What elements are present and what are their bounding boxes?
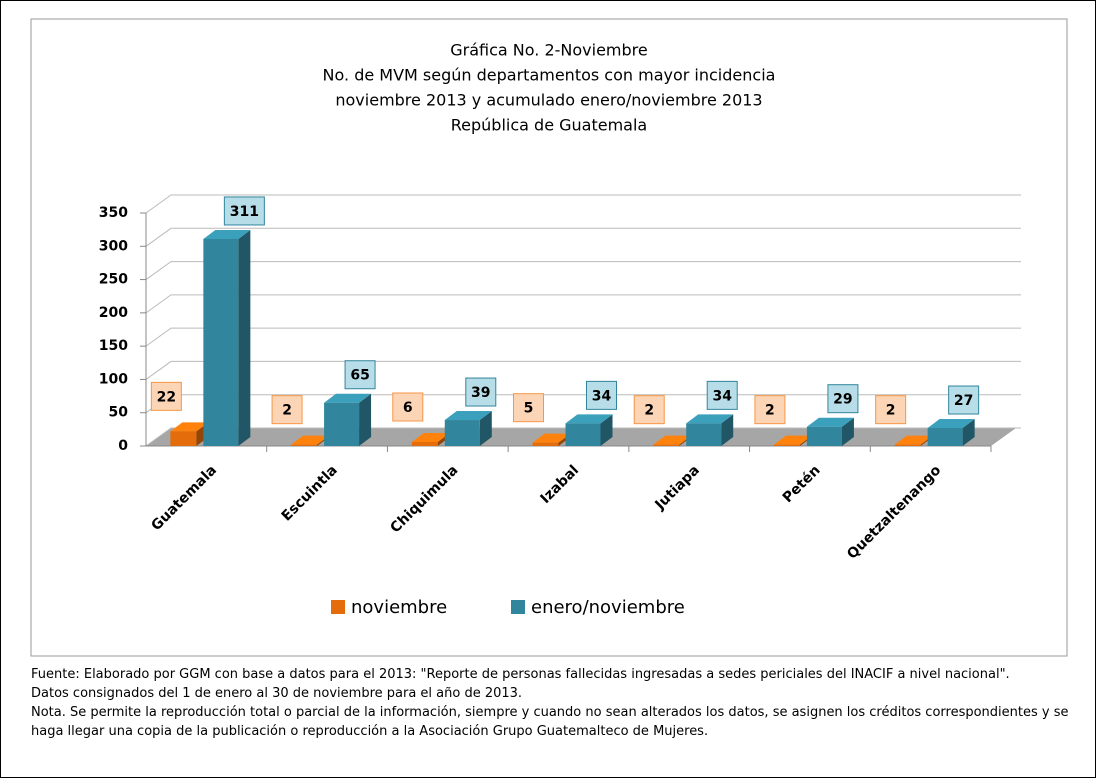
bar-side bbox=[962, 419, 975, 446]
y-tick-label: 100 bbox=[99, 371, 128, 387]
grid-line bbox=[145, 360, 1021, 380]
grid-line bbox=[145, 294, 1021, 314]
source-note: Fuente: Elaborado por GGM con base a dat… bbox=[31, 667, 1010, 682]
legend-swatch bbox=[511, 600, 525, 614]
data-label: 5 bbox=[524, 401, 534, 417]
chart-title: República de Guatemala bbox=[451, 116, 647, 135]
legend-label: noviembre bbox=[351, 597, 447, 618]
bar bbox=[532, 442, 559, 446]
bar bbox=[773, 444, 800, 446]
chart: Gráfica No. 2-Noviembre No. de MVM según … bbox=[30, 18, 1068, 657]
bar-top bbox=[653, 435, 692, 445]
date-note: Datos consignados del 1 de enero al 30 d… bbox=[31, 686, 523, 701]
data-label: 34 bbox=[712, 388, 732, 404]
data-label: 6 bbox=[403, 400, 413, 416]
bar bbox=[927, 428, 963, 446]
bar-top bbox=[927, 419, 975, 429]
data-label-box bbox=[754, 395, 786, 425]
bar bbox=[411, 442, 438, 446]
data-label: 22 bbox=[157, 389, 176, 405]
data-label: 2 bbox=[644, 403, 654, 419]
chart-title: noviembre 2013 y acumulado enero/noviemb… bbox=[335, 91, 762, 110]
y-tick-label: 150 bbox=[99, 338, 128, 354]
grid-line bbox=[145, 261, 1021, 280]
bar-top bbox=[532, 433, 571, 443]
data-label-box bbox=[465, 377, 497, 407]
data-label-box bbox=[150, 381, 182, 411]
data-label: 2 bbox=[886, 403, 896, 419]
chart-title: No. de MVM según departamentos con mayor… bbox=[323, 66, 776, 85]
bar-top bbox=[203, 229, 251, 239]
data-label: 29 bbox=[833, 392, 852, 408]
bar-side bbox=[841, 417, 854, 446]
data-label: 65 bbox=[350, 368, 369, 384]
data-label-box bbox=[827, 384, 859, 414]
data-label-box bbox=[875, 395, 907, 425]
data-label: 34 bbox=[592, 388, 612, 404]
y-tick-label: 0 bbox=[118, 438, 128, 454]
bar-side bbox=[479, 411, 492, 446]
data-label: 2 bbox=[282, 403, 292, 419]
bar bbox=[444, 420, 480, 446]
bar-top bbox=[170, 422, 209, 432]
bar-top bbox=[444, 411, 492, 421]
bar bbox=[203, 238, 239, 446]
bar bbox=[653, 444, 680, 446]
bar-top bbox=[686, 414, 734, 424]
legend-label: enero/noviembre bbox=[531, 597, 685, 618]
bar bbox=[686, 423, 722, 446]
data-label-box bbox=[586, 380, 617, 410]
bar bbox=[565, 423, 601, 446]
bar-top bbox=[894, 435, 933, 445]
bar bbox=[894, 444, 921, 446]
grid-line bbox=[145, 327, 1021, 347]
data-label-box bbox=[344, 360, 376, 390]
data-label-box bbox=[271, 395, 303, 425]
data-label: 2 bbox=[765, 403, 775, 419]
data-label: 27 bbox=[954, 393, 973, 409]
data-label: 39 bbox=[471, 385, 490, 401]
bar-side bbox=[238, 229, 251, 446]
y-tick-label: 350 bbox=[99, 205, 128, 221]
y-tick-label: 300 bbox=[99, 238, 128, 254]
y-tick-label: 200 bbox=[99, 305, 128, 321]
grid-line bbox=[145, 427, 1021, 447]
data-label-box bbox=[392, 392, 424, 422]
y-tick-label: 50 bbox=[109, 405, 129, 421]
bar-side bbox=[359, 393, 372, 446]
grid-line bbox=[145, 194, 1021, 214]
bar bbox=[324, 402, 360, 446]
bar-top bbox=[291, 435, 330, 445]
bar-top bbox=[565, 414, 613, 424]
data-label-box bbox=[223, 196, 265, 226]
bar-side bbox=[721, 414, 734, 446]
bar-side bbox=[600, 414, 613, 446]
data-label: 311 bbox=[230, 204, 259, 220]
bar bbox=[170, 431, 197, 446]
bar-top bbox=[324, 393, 372, 403]
data-label-box bbox=[706, 380, 738, 410]
usage-note: Nota. Se permite la reproducción total o… bbox=[31, 705, 1069, 739]
data-label-box bbox=[948, 385, 980, 415]
grid-line bbox=[145, 227, 1021, 247]
footer: Fuente: Elaborado por GGM con base a dat… bbox=[31, 665, 1071, 741]
bar-top bbox=[806, 417, 854, 427]
bar-top bbox=[773, 435, 812, 445]
bar-top bbox=[411, 433, 450, 443]
data-label-box bbox=[513, 393, 544, 423]
data-label-box bbox=[633, 395, 665, 425]
bar bbox=[291, 444, 318, 446]
y-tick-label: 250 bbox=[99, 272, 128, 288]
legend-swatch bbox=[331, 600, 345, 614]
bar bbox=[806, 426, 842, 446]
chart-title: Gráfica No. 2-Noviembre bbox=[450, 41, 647, 60]
